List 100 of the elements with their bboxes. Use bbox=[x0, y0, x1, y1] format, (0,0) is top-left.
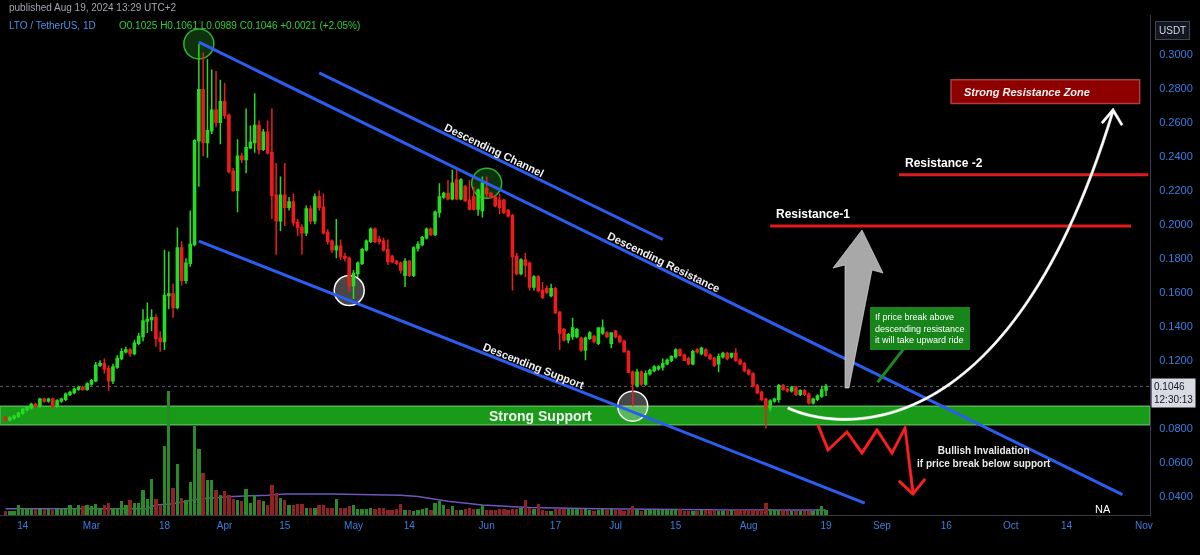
bar bbox=[631, 506, 634, 515]
bar bbox=[691, 511, 695, 515]
candlestick bbox=[214, 70, 218, 128]
bar bbox=[640, 511, 643, 515]
bar bbox=[824, 510, 828, 515]
candlestick bbox=[592, 333, 596, 344]
bar bbox=[601, 509, 604, 515]
bar bbox=[416, 510, 420, 515]
x-tick-label: 14 bbox=[403, 520, 416, 531]
y-tick-label: 0.3000 bbox=[1159, 47, 1193, 60]
candlestick bbox=[287, 196, 291, 212]
bar bbox=[77, 505, 80, 515]
bar bbox=[408, 510, 411, 515]
bar bbox=[4, 511, 7, 515]
candlestick bbox=[218, 78, 223, 145]
bar bbox=[81, 506, 85, 515]
x-tick-label: Oct bbox=[1002, 520, 1019, 531]
x-tick-label: 19 bbox=[820, 520, 833, 531]
bar bbox=[464, 509, 467, 515]
series-label: Resistance-1 bbox=[776, 207, 851, 221]
bar bbox=[807, 511, 811, 515]
series-label: Resistance -2 bbox=[905, 156, 983, 170]
bar bbox=[554, 509, 557, 515]
bar bbox=[236, 500, 239, 515]
bar bbox=[618, 510, 622, 515]
bar bbox=[708, 510, 712, 515]
y-tick-label: 0.0600 bbox=[1159, 456, 1193, 469]
bar bbox=[171, 488, 175, 515]
candlestick bbox=[313, 192, 317, 225]
y-tick-label: 0.0800 bbox=[1159, 422, 1193, 435]
bar bbox=[141, 490, 145, 515]
candlestick bbox=[532, 274, 536, 292]
bar bbox=[270, 485, 274, 515]
candlestick bbox=[128, 347, 132, 358]
candlestick bbox=[609, 332, 614, 350]
bar bbox=[519, 508, 523, 515]
bar bbox=[695, 511, 699, 515]
candlestick bbox=[42, 396, 47, 404]
bar bbox=[605, 510, 609, 515]
bar bbox=[794, 511, 798, 515]
candlestick bbox=[55, 398, 59, 409]
bar bbox=[287, 505, 291, 515]
bar bbox=[257, 500, 261, 515]
candlestick bbox=[798, 388, 803, 397]
bar bbox=[799, 511, 802, 515]
bar bbox=[240, 501, 243, 515]
bar bbox=[738, 510, 742, 515]
candlestick bbox=[725, 350, 730, 361]
bar bbox=[317, 505, 321, 515]
bar bbox=[133, 503, 136, 515]
candlestick bbox=[304, 204, 309, 237]
bar bbox=[425, 508, 428, 515]
bar bbox=[180, 498, 183, 515]
bar bbox=[111, 508, 115, 515]
candlestick bbox=[691, 349, 695, 367]
candlestick bbox=[278, 175, 283, 232]
bar bbox=[790, 511, 793, 515]
x-tick-label: 17 bbox=[549, 520, 562, 531]
candlestick bbox=[768, 398, 772, 413]
bar bbox=[433, 503, 437, 515]
candlestick bbox=[403, 257, 407, 288]
bar bbox=[283, 500, 286, 515]
candlestick bbox=[570, 316, 575, 341]
candlestick bbox=[51, 396, 55, 409]
bar bbox=[532, 509, 536, 515]
candlestick bbox=[497, 192, 502, 215]
bar bbox=[300, 504, 304, 515]
x-tick-label: 18 bbox=[158, 520, 171, 531]
bar bbox=[107, 503, 110, 515]
candlestick bbox=[386, 238, 390, 266]
bar bbox=[206, 480, 209, 515]
candlestick bbox=[8, 415, 12, 423]
y-tick-label: 0.1400 bbox=[1159, 320, 1193, 333]
candlestick bbox=[3, 415, 8, 423]
x-tick-label: Mar bbox=[82, 520, 101, 531]
bar bbox=[575, 509, 579, 515]
candlestick bbox=[12, 413, 16, 421]
bar bbox=[51, 510, 54, 515]
candlestick bbox=[545, 284, 549, 295]
bar bbox=[390, 510, 394, 515]
bar bbox=[584, 509, 587, 515]
x-tick-label: Jun bbox=[478, 520, 495, 531]
candlestick bbox=[398, 260, 403, 275]
y-tick-label: 0.1800 bbox=[1159, 252, 1193, 265]
bar bbox=[386, 510, 390, 515]
candlestick bbox=[824, 383, 828, 397]
ref-line-label: 0.1046 12:30:13 bbox=[1154, 381, 1194, 405]
x-tick-label: 15 bbox=[670, 520, 682, 531]
candlestick bbox=[519, 257, 523, 276]
candlestick bbox=[171, 282, 175, 319]
candlestick bbox=[334, 218, 339, 259]
bar bbox=[403, 510, 407, 515]
bar bbox=[253, 495, 256, 515]
bar bbox=[592, 511, 596, 515]
bar bbox=[98, 508, 102, 515]
bar bbox=[769, 509, 772, 515]
candlestick bbox=[93, 361, 98, 384]
bar bbox=[128, 500, 132, 515]
bar bbox=[262, 501, 265, 515]
candlestick bbox=[25, 405, 29, 413]
